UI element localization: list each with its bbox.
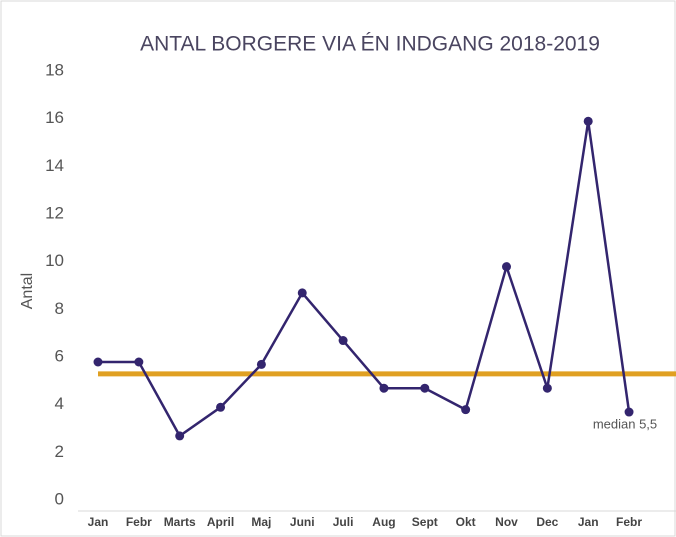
y-tick-label: 18	[45, 60, 64, 79]
data-line	[98, 121, 631, 438]
data-point	[216, 402, 226, 412]
y-tick-label: 0	[55, 489, 64, 508]
y-axis-label: Antal	[19, 273, 36, 309]
x-tick-label: Okt	[456, 515, 476, 529]
x-tick-label: Maj	[251, 515, 271, 529]
x-tick-label: Jan	[88, 515, 109, 529]
y-tick-label: 16	[45, 108, 64, 127]
data-point	[461, 405, 471, 415]
data-point	[502, 262, 511, 272]
y-tick-label: 10	[45, 251, 64, 270]
x-tick-label: Sept	[412, 515, 438, 529]
data-point	[134, 357, 144, 367]
x-tick-label: Juli	[333, 515, 354, 529]
data-point	[175, 431, 185, 441]
y-tick-label: 2	[55, 442, 64, 461]
x-tick-label: April	[207, 515, 234, 529]
data-point	[93, 357, 103, 367]
x-tick-label: Febr	[126, 515, 152, 529]
data-point	[338, 336, 348, 346]
x-tick-label: Marts	[164, 515, 196, 529]
x-tick-label: Febr	[616, 515, 642, 529]
data-point	[583, 116, 593, 126]
x-tick-label: Juni	[290, 515, 315, 529]
data-point	[297, 288, 307, 298]
x-tick-label: Nov	[495, 515, 518, 529]
data-point	[420, 383, 430, 393]
median-label: median 5,5	[593, 416, 657, 431]
y-tick-label: 14	[45, 156, 64, 175]
chart-title: ANTAL BORGERE VIA ÉN INDGANG 2018-2019	[140, 33, 600, 56]
x-tick-label: Aug	[372, 515, 395, 529]
x-tick-label: Dec	[536, 515, 558, 529]
data-point	[624, 407, 634, 417]
data-point	[379, 383, 389, 393]
y-tick-label: 6	[55, 346, 64, 365]
y-tick-label: 4	[55, 394, 64, 413]
y-tick-label: 8	[55, 299, 64, 318]
data-point	[256, 359, 266, 369]
y-tick-label: 12	[45, 203, 64, 222]
data-point	[542, 383, 552, 393]
x-tick-label: Jan	[578, 515, 599, 529]
